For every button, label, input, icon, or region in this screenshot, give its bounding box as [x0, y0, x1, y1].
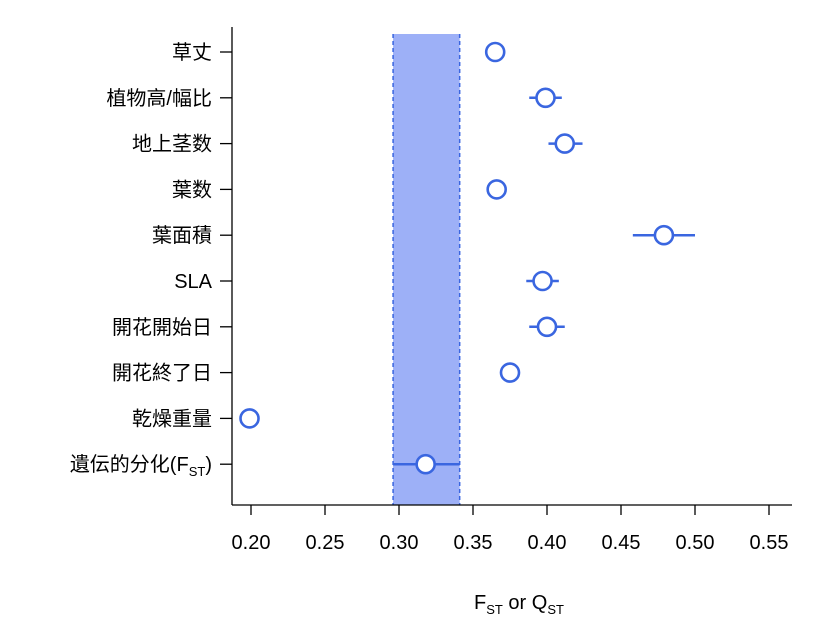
x-tick-label: 0.35 [454, 532, 493, 554]
x-tick-label: 0.55 [750, 532, 789, 554]
data-point [415, 453, 436, 475]
y-tick-label: 葉面積 [152, 224, 212, 247]
x-axis-title-sub1: ST [486, 602, 503, 617]
data-point [484, 41, 506, 63]
y-tick-label: SLA [174, 271, 212, 293]
y-tick-label: 地上茎数 [132, 133, 212, 156]
x-axis-title: FST or QST [474, 592, 564, 617]
y-tick-label: 葉数 [172, 178, 212, 201]
data-point [499, 362, 521, 383]
y-tick-label: 開花終了日 [112, 362, 212, 385]
y-tick-label-end: ) [205, 454, 212, 476]
data-point [239, 408, 260, 429]
x-axis-title-mid: or Q [503, 592, 547, 614]
data-point [536, 316, 558, 338]
x-tick-label: 0.40 [528, 532, 567, 554]
y-tick-label: 乾燥重量 [132, 407, 212, 430]
data-point [486, 179, 507, 200]
y-tick-label: 植物高/幅比 [106, 87, 212, 110]
x-tick-label: 0.45 [602, 532, 641, 554]
data-point [535, 87, 556, 109]
fst-band-rect [393, 34, 460, 505]
x-ticks: 0.20 0.25 0.30 0.35 0.40 0.45 0.50 0.55 [232, 505, 789, 554]
x-tick-label: 0.25 [306, 532, 345, 554]
y-tick-label: 遺伝的分化(FST) [70, 453, 212, 479]
x-tick-label: 0.30 [380, 532, 419, 554]
data-points [239, 41, 695, 475]
x-axis-title-f: F [474, 592, 486, 614]
x-tick-label: 0.50 [676, 532, 715, 554]
y-tick-label-main: 遺伝的分化(F [70, 453, 189, 476]
x-axis-title-sub2: ST [547, 602, 564, 617]
y-tick-label: 開花開始日 [112, 316, 212, 339]
data-point [532, 270, 553, 292]
fst-band [392, 34, 461, 505]
axes [231, 27, 792, 506]
data-point [554, 133, 576, 154]
data-point [653, 224, 675, 246]
x-tick-label: 0.20 [232, 532, 271, 554]
y-tick-label: 草丈 [172, 41, 212, 64]
y-tick-label-sub: ST [189, 464, 206, 479]
